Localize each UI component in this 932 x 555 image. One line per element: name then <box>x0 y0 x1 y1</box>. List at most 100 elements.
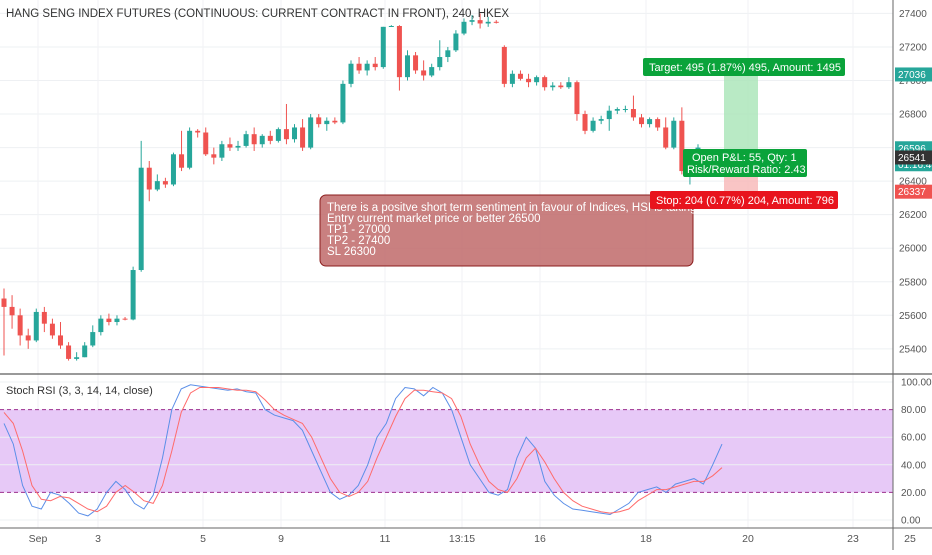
time-tick-label: 20 <box>742 533 754 545</box>
candle-body <box>639 117 645 125</box>
time-tick-label: 13:15 <box>449 533 475 545</box>
candle-body <box>203 132 209 155</box>
candle-body <box>243 134 249 146</box>
candle-body <box>1 298 7 307</box>
candle-body <box>66 345 72 359</box>
target-label-text: Target: 495 (1.87%) 495, Amount: 1495 <box>649 62 841 74</box>
price-tag <box>895 184 932 199</box>
pnl-label[interactable]: Open P&L: 55, Qty: 1 Risk/Reward Ratio: … <box>683 149 807 177</box>
price-tag-text: 27036 <box>898 70 926 81</box>
time-tick-label: Sep <box>29 533 48 545</box>
note-line-3: TP1 - 27000 <box>327 224 390 236</box>
note-box[interactable] <box>319 194 694 267</box>
candle-body <box>283 129 289 140</box>
candle-body <box>582 114 588 131</box>
candle-body <box>663 127 669 148</box>
candle-body <box>340 83 346 123</box>
candle-body <box>259 135 265 145</box>
time-axis[interactable]: Sep 3 5 9 11 13:15 16 18 20 23 25 <box>29 533 916 545</box>
candle-body <box>372 63 378 68</box>
candle-body <box>267 135 273 141</box>
candle-body <box>493 21 499 23</box>
candle-body <box>655 119 661 128</box>
candle-body <box>41 311 47 324</box>
price-tag-text: 01:16:48 <box>898 160 932 171</box>
time-tick-label: 9 <box>278 533 284 545</box>
note-line-2: Entry current market price or better 265… <box>327 213 541 225</box>
candle-body <box>154 181 160 190</box>
rsi-title: Stoch RSI (3, 3, 14, 14, close) <box>6 385 153 397</box>
price-tag <box>895 67 932 82</box>
candle-body <box>195 130 201 133</box>
candle-body <box>33 311 39 341</box>
pnl-label-bg <box>683 149 807 177</box>
candle-body <box>566 82 572 88</box>
candle-body <box>469 20 475 22</box>
candle-body <box>251 134 257 145</box>
trade-idea-note[interactable]: There is a positve short term sentiment … <box>319 194 713 267</box>
price-tick-label: 27200 <box>899 42 927 53</box>
rsi-axis[interactable]: 0.00 20.00 40.00 60.00 80.00 100.00 <box>901 378 932 527</box>
candle-body <box>74 357 80 359</box>
candle-body <box>114 318 120 323</box>
price-tick-label: 26800 <box>899 110 927 121</box>
candle-body <box>453 33 459 51</box>
rsi-tick-label: 0.00 <box>901 516 921 527</box>
profit-zone[interactable] <box>724 74 758 158</box>
rsi-lines <box>3 384 723 517</box>
target-label[interactable]: Target: 495 (1.87%) 495, Amount: 1495 <box>643 58 845 76</box>
time-tick-label: 23 <box>847 533 859 545</box>
price-tag <box>895 150 932 165</box>
rsi-band <box>0 409 893 493</box>
candle-body <box>90 332 96 346</box>
candle-body <box>292 127 298 140</box>
rsi-tick-label: 60.00 <box>901 433 926 444</box>
candle-body <box>614 109 620 111</box>
candle-body <box>477 20 483 24</box>
time-tick-label: 5 <box>200 533 206 545</box>
candle-body <box>606 110 612 120</box>
candle-body <box>534 77 540 83</box>
price-tick-label: 27400 <box>899 9 927 20</box>
candle-body <box>509 73 515 84</box>
candle-body <box>380 26 386 68</box>
price-tag-text: 26337 <box>898 187 926 198</box>
candle-body <box>219 144 225 158</box>
rsi-d-line <box>3 387 723 514</box>
stop-label[interactable]: Stop: 204 (0.77%) 204, Amount: 796 <box>650 191 838 209</box>
candle-body <box>671 120 677 148</box>
candle-body <box>348 63 354 84</box>
candle-body <box>227 144 233 148</box>
price-tag-text: 26596 <box>898 144 926 155</box>
candle-body <box>170 154 176 185</box>
candle-body <box>542 77 548 88</box>
candle-body <box>57 335 63 346</box>
candle-body <box>630 109 636 118</box>
candle-body <box>364 63 370 71</box>
price-tick-label: 25800 <box>899 277 927 288</box>
rsi-k-line <box>3 384 723 517</box>
note-line-1: There is a positve short term sentiment … <box>327 202 713 214</box>
candle-body <box>106 318 112 323</box>
candle-body <box>49 323 55 336</box>
candle-body <box>25 335 31 341</box>
pnl-label-line-2: Risk/Reward Ratio: 2.43 <box>687 164 806 176</box>
time-tick-label: 16 <box>534 533 546 545</box>
candle-body <box>413 55 419 71</box>
rsi-tick-label: 20.00 <box>901 488 926 499</box>
candle-body <box>598 119 604 121</box>
candle-body <box>179 154 185 168</box>
rsi-tick-label: 100.00 <box>901 378 932 389</box>
time-tick-label: 3 <box>95 533 101 545</box>
candle-body <box>550 85 556 88</box>
candle-body <box>211 154 217 158</box>
candle-body <box>300 127 306 148</box>
price-tick-label: 26000 <box>899 244 927 255</box>
candle-body <box>316 117 322 125</box>
candle-body <box>429 67 435 76</box>
candle-body <box>308 117 314 148</box>
candle-body <box>82 345 88 358</box>
candle-body <box>485 21 491 24</box>
